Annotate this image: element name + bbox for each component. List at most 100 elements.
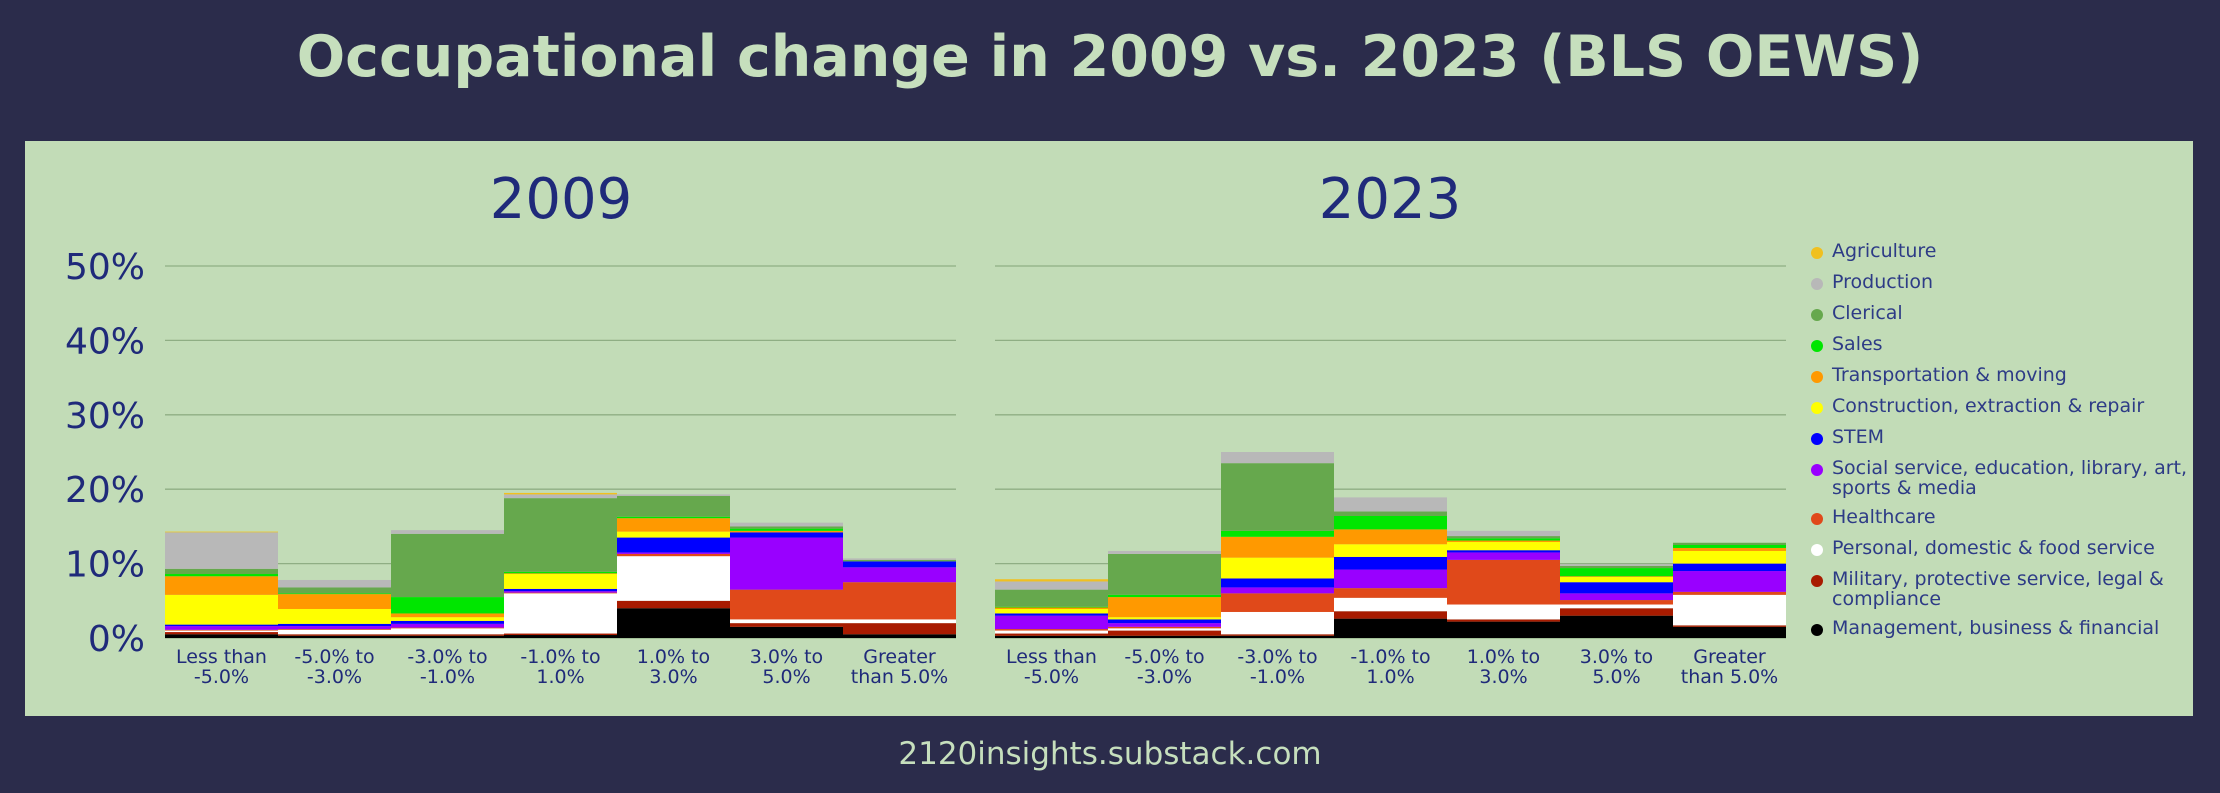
bar-segment xyxy=(730,522,843,527)
x-tick-label: Greater than 5.0% xyxy=(851,646,949,688)
legend-swatch xyxy=(1811,513,1823,525)
bar-segment xyxy=(391,613,504,618)
bar-segment xyxy=(1108,628,1221,631)
bar-segment xyxy=(617,537,730,553)
legend-item: Management, business & financial xyxy=(1808,618,2213,649)
bar-segment xyxy=(730,532,843,538)
bar-segment xyxy=(391,635,504,638)
bar-segment xyxy=(730,589,843,620)
legend-item: Production xyxy=(1808,272,2213,303)
bar-segment xyxy=(730,619,843,624)
bar-segment xyxy=(165,531,278,533)
legend-item: Social service, education, library, art,… xyxy=(1808,458,2213,507)
bar-segment xyxy=(278,579,391,588)
bar-segment xyxy=(504,574,617,589)
bar-segment xyxy=(730,530,843,533)
y-tick-label: 40% xyxy=(65,321,145,362)
bar-segment xyxy=(504,498,617,572)
bar-segment xyxy=(1221,530,1334,537)
bar-segment xyxy=(1673,547,1786,551)
bar-segment xyxy=(504,592,617,594)
bar-segment xyxy=(1221,536,1334,558)
bar-segment xyxy=(617,495,730,517)
bar-segment xyxy=(1560,608,1673,616)
bar-segment xyxy=(995,633,1108,636)
bar-segment xyxy=(995,606,1108,608)
bar-segment xyxy=(1560,593,1673,601)
legend-label: Construction, extraction & repair xyxy=(1832,395,2145,417)
bar-segment xyxy=(1560,600,1673,605)
bar-segment xyxy=(995,630,1108,634)
bar-segment xyxy=(1221,634,1334,636)
bar-segment xyxy=(1221,452,1334,464)
bar-segment xyxy=(1673,571,1786,592)
legend-swatch xyxy=(1811,309,1823,321)
bar-segment xyxy=(1673,626,1786,638)
bar-segment xyxy=(278,594,391,609)
bar-segment xyxy=(617,553,730,557)
x-tick-label: -5.0% to -3.0% xyxy=(294,646,374,688)
bar-segment xyxy=(843,561,956,568)
bar-segment xyxy=(995,635,1108,638)
bar-segment xyxy=(730,626,843,638)
legend-item: Healthcare xyxy=(1808,507,2213,538)
legend-label: Social service, education, library, art,… xyxy=(1832,457,2188,499)
bar-segment xyxy=(165,624,278,627)
bar-segment xyxy=(1560,615,1673,638)
legend-swatch xyxy=(1811,247,1823,259)
bar-segment xyxy=(278,593,391,595)
bar-segment xyxy=(1560,604,1673,609)
bar-segment xyxy=(1334,511,1447,516)
bar-segment xyxy=(165,568,278,575)
legend-label: Agriculture xyxy=(1832,240,1937,262)
bar-segment xyxy=(391,634,504,636)
bar-segment xyxy=(504,633,617,636)
bar-segment xyxy=(1447,530,1560,537)
bar-segment xyxy=(1334,556,1447,570)
x-tick-label: -3.0% to -1.0% xyxy=(407,646,487,688)
legend-item: Military, protective service, legal & co… xyxy=(1808,569,2213,618)
legend-label: STEM xyxy=(1832,426,1885,448)
legend-label: Clerical xyxy=(1832,302,1903,324)
bar-segment xyxy=(617,608,730,638)
bar-segment xyxy=(1447,550,1560,553)
legend-item: Agriculture xyxy=(1808,241,2213,272)
bar-segment xyxy=(1560,576,1673,577)
bar-segment xyxy=(1108,626,1221,629)
bar-segment xyxy=(730,526,843,529)
bar-segment xyxy=(504,494,617,499)
bar-segment xyxy=(1673,594,1786,626)
bar-segment xyxy=(1108,550,1221,554)
bar-segment xyxy=(617,556,730,601)
bar-segment xyxy=(995,607,1108,609)
bar-segment xyxy=(995,579,1108,582)
bar-segment xyxy=(1108,623,1221,627)
bar-segment xyxy=(843,623,956,635)
bar-segment xyxy=(504,593,617,634)
bar-segment xyxy=(165,630,278,633)
bar-segment xyxy=(617,494,730,496)
y-tick-label: 20% xyxy=(65,470,145,511)
bar-segment xyxy=(1108,597,1221,618)
x-tick-label: 3.0% to 5.0% xyxy=(1580,646,1653,688)
legend-swatch xyxy=(1811,371,1823,383)
bar-segment xyxy=(391,627,504,629)
bar-segment xyxy=(995,615,1108,630)
bar-segment xyxy=(1560,576,1673,583)
legend-swatch xyxy=(1811,464,1823,476)
legend-label: Transportation & moving xyxy=(1832,364,2067,386)
bar-segment xyxy=(1447,619,1560,622)
bar-segment xyxy=(391,597,504,614)
bar-segment xyxy=(1560,582,1673,594)
bar-segment xyxy=(843,634,956,638)
bar-segment xyxy=(617,600,730,609)
footer-source: 2120insights.substack.com xyxy=(898,736,1322,772)
bar-segment xyxy=(391,623,504,628)
bar-segment xyxy=(165,532,278,569)
legend-item: Sales xyxy=(1808,334,2213,365)
bar-segment xyxy=(1673,545,1786,548)
x-tick-label: Less than -5.0% xyxy=(176,646,267,688)
panel-title: 2023 xyxy=(1319,167,1462,232)
x-tick-label: -5.0% to -3.0% xyxy=(1124,646,1204,688)
x-tick-label: 1.0% to 3.0% xyxy=(637,646,710,688)
